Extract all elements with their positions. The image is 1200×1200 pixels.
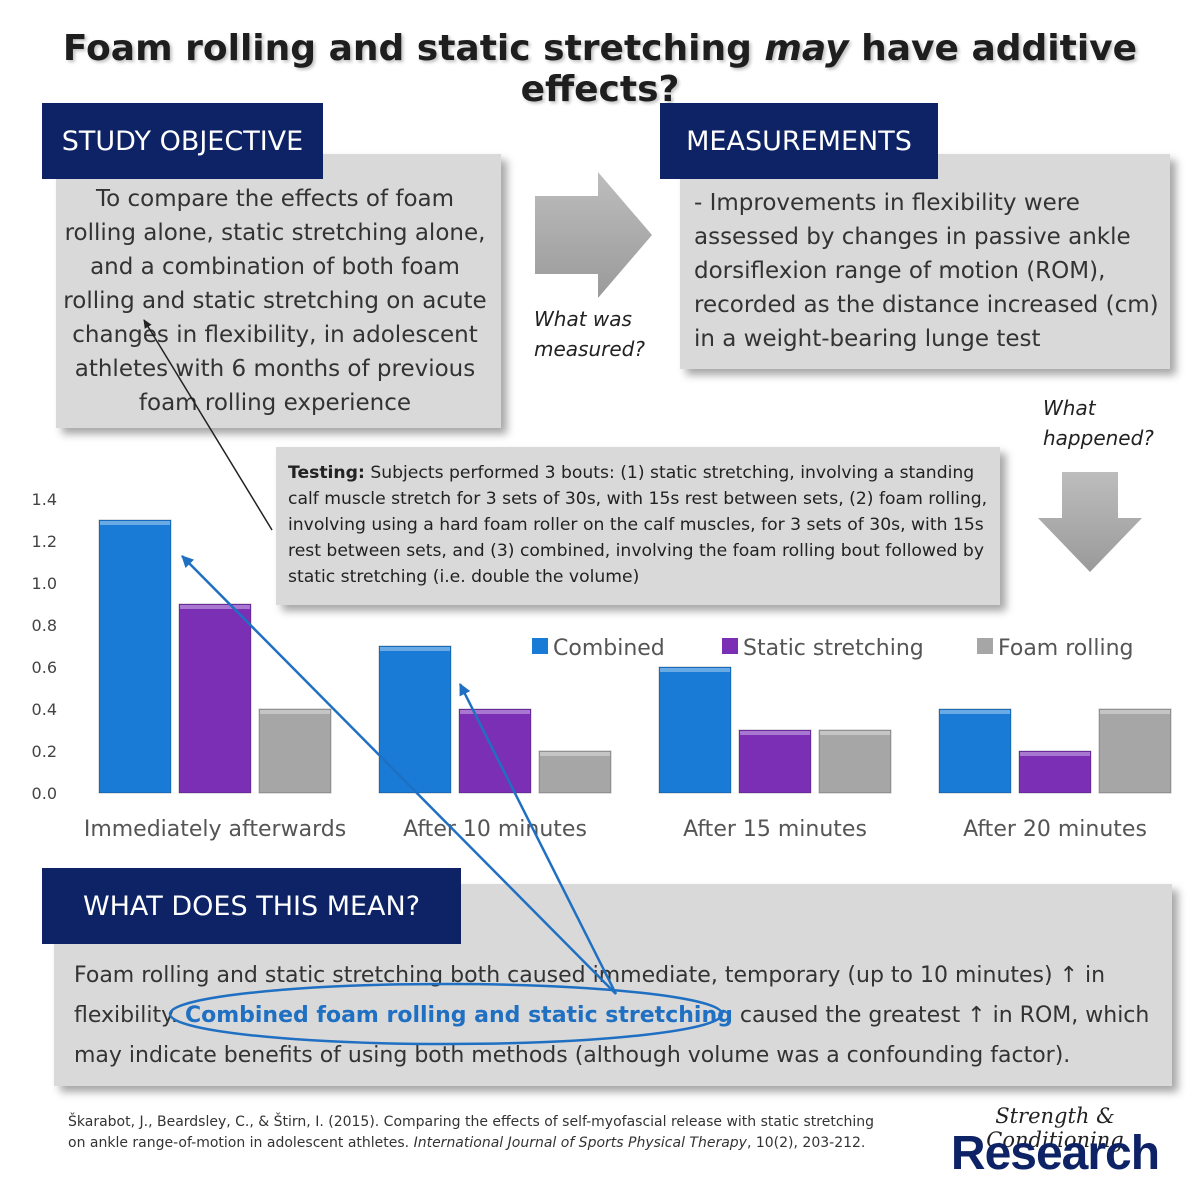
what-happened-line2: happened? bbox=[1043, 426, 1154, 450]
meaning-line3: may indicate benefits of using both meth… bbox=[74, 1043, 1071, 1068]
x-tick-label: After 10 minutes bbox=[403, 817, 587, 842]
legend-swatch bbox=[532, 638, 548, 654]
title-part2: have additive effects? bbox=[520, 28, 1138, 110]
measurements-heading: MEASUREMENTS bbox=[660, 103, 938, 179]
meaning-text: Foam rolling and static stretching both … bbox=[74, 956, 1174, 1076]
y-tick-label: 0.6 bbox=[32, 658, 57, 677]
meaning-heading: WHAT DOES THIS MEAN? bbox=[42, 868, 461, 944]
bar-static-stretching bbox=[178, 603, 252, 794]
bar-combined bbox=[98, 519, 172, 794]
bar-highlight bbox=[940, 710, 1010, 714]
legend-label: Foam rolling bbox=[998, 636, 1134, 661]
bar-combined bbox=[658, 666, 732, 794]
what-measured-line1: What was bbox=[534, 307, 632, 331]
reference: Škarabot, J., Beardsley, C., & Štirn, I.… bbox=[68, 1112, 928, 1154]
logo-research: Research bbox=[950, 1127, 1160, 1180]
bar-static-stretching bbox=[458, 708, 532, 794]
title-emphasis: may bbox=[764, 28, 849, 69]
bar-highlight bbox=[820, 731, 890, 735]
bar-combined bbox=[938, 708, 1012, 794]
bar-foam-rolling bbox=[258, 708, 332, 794]
reference-line1: Škarabot, J., Beardsley, C., & Štirn, I.… bbox=[68, 1114, 875, 1130]
objective-box bbox=[56, 154, 501, 428]
y-tick-label: 1.2 bbox=[32, 532, 57, 551]
bar-highlight bbox=[460, 710, 530, 714]
bar-static-stretching bbox=[1018, 750, 1092, 794]
page-title: Foam rolling and static stretching may h… bbox=[0, 28, 1200, 110]
legend-label: Static stretching bbox=[743, 636, 924, 661]
meaning-line1: Foam rolling and static stretching both … bbox=[74, 963, 1106, 988]
meaning-line2-post: caused the greatest ↑ in ROM, which bbox=[732, 1003, 1150, 1028]
reference-journal: International Journal of Sports Physical… bbox=[413, 1135, 747, 1151]
what-happened-line1: What bbox=[1043, 396, 1096, 420]
y-tick-label: 1.0 bbox=[32, 574, 57, 593]
bar-highlight bbox=[1020, 752, 1090, 756]
reference-line2: on ankle range-of-motion in adolescent a… bbox=[68, 1133, 928, 1154]
meaning-highlight: Combined foam rolling and static stretch… bbox=[184, 1003, 733, 1028]
title-part1: Foam rolling and static stretching bbox=[62, 28, 765, 69]
x-tick-label: After 20 minutes bbox=[963, 817, 1147, 842]
testing-body: Subjects performed 3 bouts: (1) static s… bbox=[288, 463, 988, 587]
what-happened-note: What happened? bbox=[1043, 393, 1154, 453]
meaning-line2: flexibility. Combined foam rolling and s… bbox=[74, 996, 1174, 1036]
y-tick-label: 0.8 bbox=[32, 616, 57, 635]
y-tick-label: 0.4 bbox=[32, 700, 57, 719]
down-arrow-icon bbox=[1038, 472, 1142, 572]
objective-text: To compare the effects of foam rolling a… bbox=[63, 186, 487, 416]
what-measured-line2: measured? bbox=[534, 337, 645, 361]
logo-script: Strength & Conditioning bbox=[986, 1104, 1124, 1152]
bar-highlight bbox=[380, 647, 450, 651]
measurements-text: - Improvements in flexibility were asses… bbox=[694, 190, 1159, 352]
x-tick-label: Immediately afterwards bbox=[84, 817, 346, 842]
y-tick-label: 0.0 bbox=[32, 784, 57, 803]
bar-static-stretching bbox=[738, 729, 812, 794]
testing-text: Testing: Subjects performed 3 bouts: (1)… bbox=[288, 460, 998, 590]
legend-swatch bbox=[722, 638, 738, 654]
y-tick-label: 0.2 bbox=[32, 742, 57, 761]
measurements-box bbox=[680, 154, 1170, 369]
reference-line2-pre: on ankle range-of-motion in adolescent a… bbox=[68, 1135, 414, 1151]
meaning-line2-pre: flexibility. bbox=[74, 1003, 185, 1028]
bar-highlight bbox=[1100, 710, 1170, 714]
legend-label: Combined bbox=[553, 636, 665, 661]
reference-line2-post: , 10(2), 203-212. bbox=[746, 1135, 866, 1151]
what-measured-note: What was measured? bbox=[534, 304, 645, 364]
bar-foam-rolling bbox=[818, 729, 892, 794]
bar-highlight bbox=[740, 731, 810, 735]
bar-highlight bbox=[100, 521, 170, 525]
bar-highlight bbox=[180, 605, 250, 609]
bar-highlight bbox=[540, 752, 610, 756]
right-arrow-icon bbox=[535, 172, 652, 298]
bar-foam-rolling bbox=[538, 750, 612, 794]
bar-combined bbox=[378, 645, 452, 794]
objective-heading: STUDY OBJECTIVE bbox=[42, 103, 323, 179]
bar-foam-rolling bbox=[1098, 708, 1172, 794]
legend-swatch bbox=[977, 638, 993, 654]
bar-highlight bbox=[660, 668, 730, 672]
x-tick-label: After 15 minutes bbox=[683, 817, 867, 842]
y-tick-label: 1.4 bbox=[32, 490, 57, 509]
testing-label: Testing: bbox=[288, 463, 365, 483]
bar-highlight bbox=[260, 710, 330, 714]
